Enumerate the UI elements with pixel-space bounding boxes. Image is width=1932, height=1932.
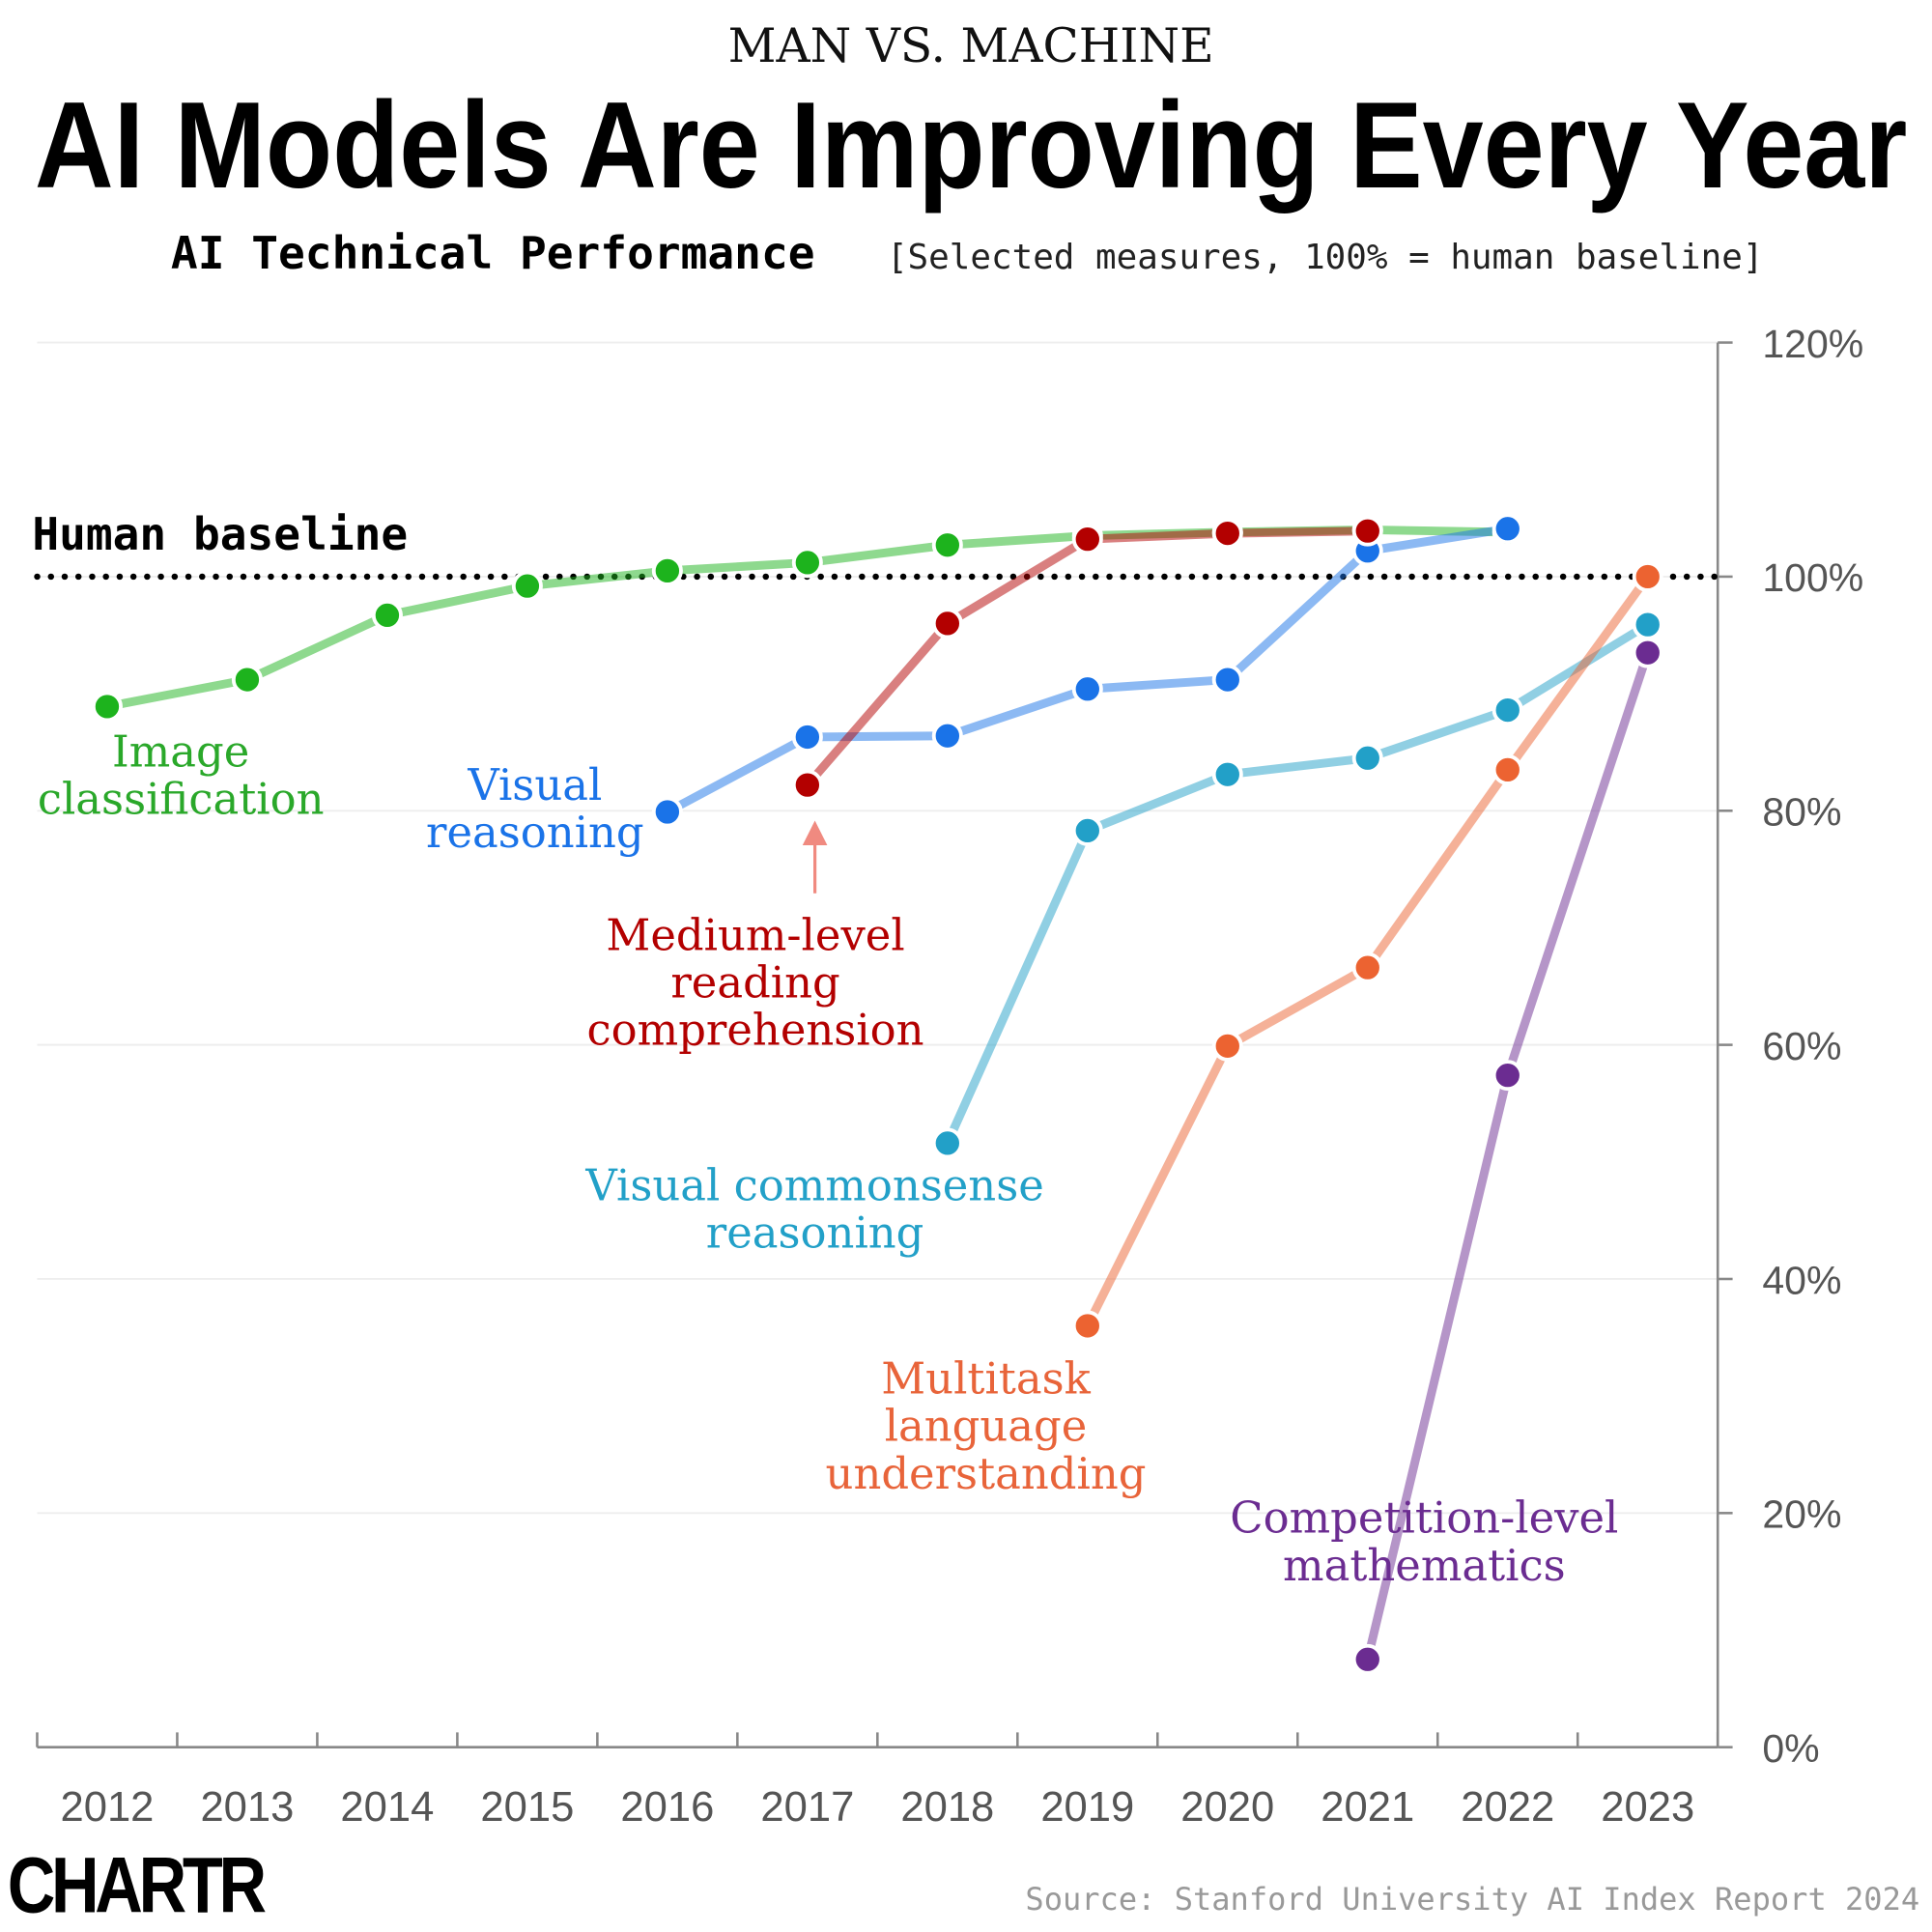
- point: [1351, 742, 1383, 774]
- point: [1071, 814, 1103, 846]
- series-label: Competition-level mathematics: [1230, 1492, 1618, 1591]
- x-tick-label: 2023: [1601, 1784, 1694, 1831]
- point: [791, 769, 823, 801]
- series-line: [943, 620, 1651, 1146]
- x-tick-label: 2021: [1321, 1784, 1414, 1831]
- point: [1071, 1310, 1103, 1342]
- point: [1632, 637, 1663, 668]
- series-line: [804, 526, 1368, 788]
- point: [1071, 673, 1103, 705]
- point: [651, 796, 683, 828]
- y-tick-label: 80%: [1762, 790, 1841, 835]
- series-line: [1083, 574, 1652, 1328]
- point: [1632, 609, 1663, 640]
- point: [931, 608, 963, 639]
- logo: CHARTR: [8, 1842, 266, 1930]
- point: [1351, 1643, 1383, 1675]
- point: [1211, 664, 1243, 696]
- source: Source: Stanford University AI Index Rep…: [1025, 1881, 1919, 1918]
- x-tick-label: 2015: [480, 1784, 574, 1831]
- x-tick-label: 2014: [340, 1784, 434, 1831]
- arrow-head: [802, 820, 828, 845]
- baseline-label: Human baseline: [32, 508, 408, 560]
- point: [791, 547, 823, 579]
- y-tick-label: 0%: [1762, 1726, 1819, 1771]
- y-tick-label: 100%: [1762, 555, 1863, 600]
- y-tick-label: 60%: [1762, 1024, 1841, 1068]
- x-tick-label: 2013: [200, 1784, 294, 1831]
- x-tick-label: 2012: [60, 1784, 154, 1831]
- series-label: Medium-level reading comprehension: [587, 910, 924, 1056]
- point: [511, 570, 543, 602]
- y-tick-label: 40%: [1762, 1258, 1841, 1302]
- series-label: Visual commonsense reasoning: [584, 1159, 1043, 1258]
- point: [231, 664, 263, 696]
- series-label: Multitask language understanding: [826, 1353, 1147, 1499]
- series-label: Visual reasoning: [426, 759, 644, 858]
- point: [651, 554, 683, 586]
- series-line: [665, 524, 1509, 816]
- y-tick-label: 20%: [1762, 1492, 1841, 1537]
- subtitle: AI Technical Performance: [171, 227, 815, 279]
- point: [1351, 515, 1383, 547]
- point: [1071, 524, 1103, 555]
- point: [1211, 758, 1243, 790]
- x-tick-label: 2017: [760, 1784, 854, 1831]
- series-label: Image classification: [38, 725, 325, 824]
- x-tick-label: 2016: [620, 1784, 714, 1831]
- point: [1632, 560, 1663, 592]
- x-tick-label: 2022: [1461, 1784, 1554, 1831]
- point: [1211, 518, 1243, 550]
- chart-title: AI Models Are Improving Every Year: [35, 76, 1907, 214]
- point: [1211, 1030, 1243, 1062]
- point: [931, 1127, 963, 1159]
- point: [371, 599, 403, 631]
- x-tick-label: 2020: [1180, 1784, 1274, 1831]
- point: [91, 691, 123, 723]
- point: [1492, 753, 1523, 785]
- subtitle-note: [Selected measures, 100% = human baselin…: [887, 238, 1763, 277]
- point: [1351, 952, 1383, 983]
- x-tick-label: 2019: [1040, 1784, 1134, 1831]
- point: [1492, 1060, 1523, 1092]
- point: [931, 529, 963, 561]
- point: [1492, 513, 1523, 545]
- dots: [91, 513, 1663, 1675]
- kicker: MAN VS. MACHINE: [728, 19, 1214, 73]
- point: [791, 722, 823, 753]
- y-tick-label: 120%: [1762, 322, 1863, 366]
- x-tick-label: 2018: [900, 1784, 994, 1831]
- point: [1492, 695, 1523, 726]
- point: [931, 720, 963, 752]
